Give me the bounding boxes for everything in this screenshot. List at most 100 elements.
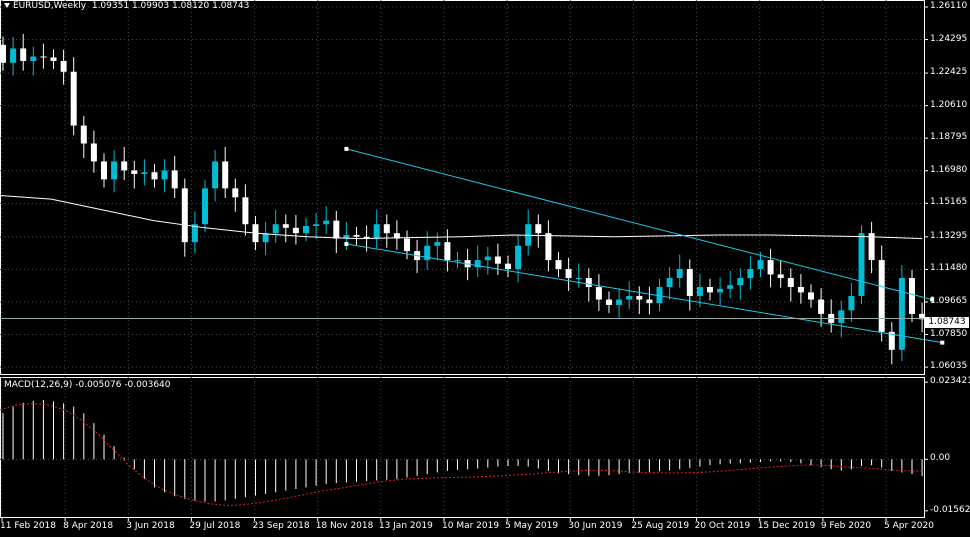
channel-anchor-handle xyxy=(940,340,945,345)
date-axis-label: 25 Aug 2019 xyxy=(631,521,690,531)
candle-body xyxy=(20,48,27,61)
candle-body xyxy=(737,278,744,286)
channel-anchor-handle xyxy=(930,297,935,302)
macd-label: MACD(12,26,9) xyxy=(4,380,73,390)
macd-header: MACD(12,26,9) -0.005076 -0.003640 xyxy=(4,380,171,390)
candle-body xyxy=(909,278,915,314)
candle-body xyxy=(484,256,491,261)
candle-body xyxy=(727,285,734,289)
price-axis-label: 1.26110 xyxy=(930,0,968,11)
candle xyxy=(50,49,57,70)
macd-signal-value: -0.003640 xyxy=(124,380,171,390)
date-axis-label: 10 Mar 2019 xyxy=(442,521,500,531)
candle xyxy=(151,164,158,188)
candle xyxy=(838,300,845,338)
candle-body xyxy=(888,331,895,350)
candle xyxy=(171,155,178,199)
date-axis-label: 9 Feb 2020 xyxy=(820,521,872,531)
candle-body xyxy=(848,295,855,311)
candle-body xyxy=(878,260,885,332)
price-axis-label: 1.22425 xyxy=(930,67,968,78)
candle-body xyxy=(303,226,309,234)
candle xyxy=(505,255,511,278)
candle-body xyxy=(202,188,208,225)
candle-body xyxy=(858,233,865,296)
candle-body xyxy=(656,287,663,304)
candle xyxy=(202,180,208,233)
price-axis-label: 1.20610 xyxy=(930,99,968,110)
candle-body xyxy=(282,224,289,228)
candle-body xyxy=(454,260,461,262)
candle xyxy=(0,36,6,71)
candle xyxy=(868,221,875,274)
candle xyxy=(888,322,895,365)
candle xyxy=(717,277,724,306)
candle xyxy=(696,274,703,308)
price-axis-label: 1.13295 xyxy=(930,230,968,241)
candle xyxy=(383,214,390,248)
price-axis-label: 1.11480 xyxy=(930,263,968,274)
candle xyxy=(707,278,713,301)
price-axis-label: 1.06035 xyxy=(930,361,968,372)
candle xyxy=(656,278,663,312)
candle xyxy=(494,243,501,275)
candle-body xyxy=(757,260,764,270)
candle xyxy=(262,221,269,256)
candle xyxy=(606,291,612,314)
candle-body xyxy=(353,234,360,237)
candle xyxy=(70,57,77,136)
candle-body xyxy=(272,224,279,234)
candle xyxy=(757,252,764,278)
candle xyxy=(818,288,825,327)
price-axis-label: 1.16980 xyxy=(930,164,968,175)
candle xyxy=(747,256,754,290)
candle xyxy=(434,232,441,261)
macd-axis-label: -0.01562 xyxy=(930,504,970,515)
candle xyxy=(686,259,693,311)
candle-body xyxy=(292,227,299,234)
candle xyxy=(484,246,491,275)
candle xyxy=(161,159,168,193)
candle xyxy=(141,159,148,186)
candle-body xyxy=(10,48,17,63)
main-pane-frame xyxy=(0,0,925,375)
candle xyxy=(878,245,885,342)
channel-lower-line xyxy=(346,243,943,344)
candle-body xyxy=(646,299,653,304)
candle-body xyxy=(242,197,249,225)
candle xyxy=(80,115,87,159)
candle xyxy=(474,245,481,277)
ohlc-close: 1.08743 xyxy=(212,1,250,11)
candle xyxy=(727,270,734,299)
candle-body xyxy=(818,299,825,314)
date-axis-label: 18 Nov 2018 xyxy=(315,521,374,531)
candle-body xyxy=(70,71,77,126)
candle xyxy=(333,210,340,254)
candle-body xyxy=(838,310,845,323)
candle-body xyxy=(777,274,784,279)
candle xyxy=(303,217,309,242)
macd-value: -0.005076 xyxy=(75,380,122,390)
ohlc-open: 1.09351 xyxy=(91,1,130,11)
date-axis-label: 8 Apr 2018 xyxy=(63,521,114,531)
candle xyxy=(90,130,97,173)
candle-body xyxy=(343,234,350,239)
macd-pane-frame xyxy=(0,377,925,518)
price-axis-label: 1.24295 xyxy=(930,33,968,44)
candle xyxy=(222,146,229,199)
candle-body xyxy=(393,233,400,239)
candle-body xyxy=(222,161,229,189)
candle-body xyxy=(686,269,693,296)
candle-body xyxy=(505,263,511,270)
candle xyxy=(60,49,67,85)
symbol-menu-icon[interactable] xyxy=(4,3,10,8)
channel-anchor-handle xyxy=(344,241,349,246)
candle-body xyxy=(565,269,572,279)
candle-body xyxy=(585,278,592,288)
candle-body xyxy=(787,278,794,288)
candle xyxy=(353,226,360,245)
candle xyxy=(454,252,461,269)
channel-upper-line xyxy=(346,148,933,301)
candle-body xyxy=(868,233,875,261)
